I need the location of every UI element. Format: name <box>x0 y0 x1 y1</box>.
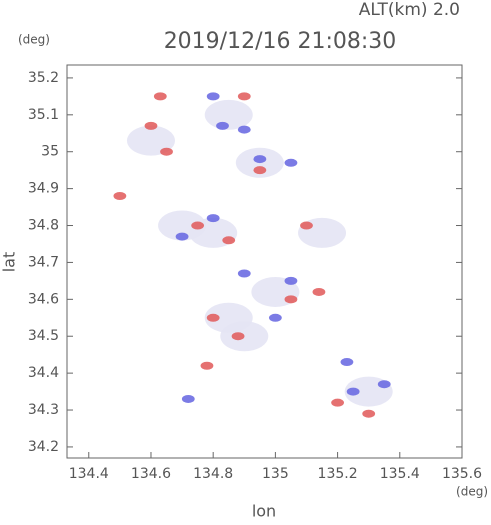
echo-blob <box>113 192 127 200</box>
echo-blob <box>284 276 298 285</box>
x-tick-label: 134.4 <box>69 466 109 482</box>
echo-blob <box>253 155 267 164</box>
y-tick-label: 34.8 <box>28 218 59 234</box>
plot-frame <box>66 64 463 459</box>
y-unit: (deg) <box>18 33 50 47</box>
echo-blob <box>222 236 236 245</box>
y-tick-label: 34.3 <box>28 402 59 418</box>
echo-blob <box>377 380 391 389</box>
y-tick-label: 34.4 <box>28 365 59 381</box>
echo-blob <box>253 166 267 175</box>
echo-blob <box>204 302 253 333</box>
echo-blob <box>206 92 220 101</box>
x-tick-label: 135.4 <box>380 466 420 482</box>
echo-blob <box>191 221 205 230</box>
x-tick-label: 135.6 <box>442 466 482 482</box>
echo-blob <box>144 121 158 130</box>
y-tick-label: 35 <box>41 144 59 160</box>
echo-blob <box>300 221 313 230</box>
echo-blob <box>206 214 220 223</box>
y-axis-label: lat <box>0 252 19 273</box>
echo-blob <box>160 147 173 156</box>
x-axis-label: lon <box>252 502 276 521</box>
echo-blob <box>200 361 214 370</box>
echo-blob <box>216 121 229 130</box>
y-tick-label: 34.5 <box>28 328 59 344</box>
y-tick-label: 34.2 <box>28 439 59 455</box>
echo-blob <box>284 158 298 167</box>
echo-blob <box>340 358 354 367</box>
echo-blob <box>158 210 207 241</box>
echo-blob <box>237 269 251 278</box>
echo-blob <box>206 313 220 322</box>
echo-blob <box>204 99 253 130</box>
x-tick-label: 135 <box>262 466 289 482</box>
echo-blob <box>126 125 175 156</box>
y-tick-label: 34.9 <box>28 181 59 197</box>
y-tick-label: 34.7 <box>28 254 59 270</box>
chart-title: 2019/12/16 21:08:30 <box>164 29 397 54</box>
echo-blob <box>331 398 344 407</box>
x-unit: (deg) <box>456 485 488 499</box>
x-tick-label: 134.8 <box>193 466 233 482</box>
echo-blob <box>346 387 360 396</box>
x-tick-label: 135.2 <box>318 466 358 482</box>
echo-blob <box>231 332 245 341</box>
echo-blob <box>153 92 167 101</box>
y-tick-label: 35.2 <box>28 70 59 86</box>
echo-blob <box>362 409 376 418</box>
altitude-label: ALT(km) 2.0 <box>359 0 460 20</box>
echo-blob <box>268 313 282 322</box>
x-tick-label: 134.6 <box>131 466 171 482</box>
echo-blob <box>284 295 298 304</box>
echo-blob <box>237 92 251 101</box>
echo-blob <box>237 125 251 134</box>
echo-blob <box>312 287 326 296</box>
echo-blob <box>175 232 189 241</box>
echo-blob <box>181 394 195 403</box>
y-tick-label: 35.1 <box>28 107 59 123</box>
y-tick-label: 34.6 <box>28 291 59 307</box>
